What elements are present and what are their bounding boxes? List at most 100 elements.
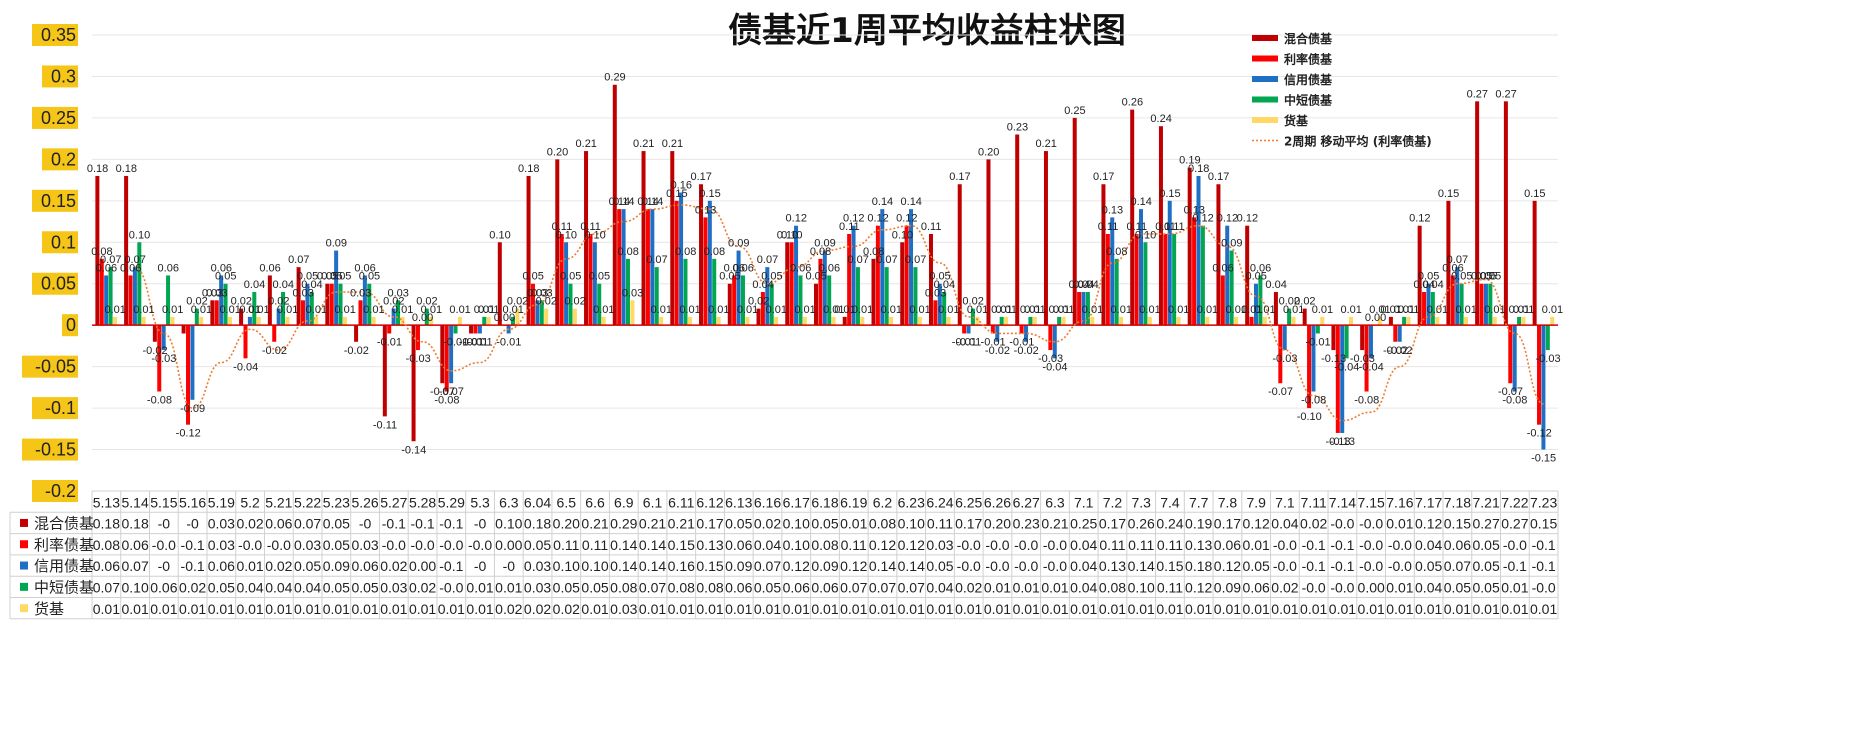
bar [1388, 316, 1393, 326]
data-label: 0.09 [728, 238, 749, 250]
data-label: -0.02 [1383, 345, 1408, 357]
data-label: 0.20 [978, 146, 999, 158]
data-label: 0.10 [1135, 229, 1156, 241]
data-label: 0.06 [354, 262, 375, 274]
bar [267, 275, 272, 326]
bar [818, 258, 823, 326]
table-cell: 0.12 [783, 558, 810, 574]
bar [871, 258, 876, 326]
data-label: 0.06 [1212, 262, 1233, 274]
table-cell: 0.09 [725, 558, 752, 574]
data-label: -0.02 [1014, 345, 1039, 357]
data-label: 0.04 [1077, 279, 1098, 291]
table-cell: 0.10 [1128, 580, 1155, 596]
bar [469, 325, 474, 334]
data-label: 0.01 [938, 304, 959, 316]
bar [482, 316, 487, 326]
x-category-label: 7.18 [1444, 494, 1471, 510]
bar [166, 275, 171, 326]
table-cell: 0.05 [811, 516, 838, 532]
data-label: 0.11 [1155, 221, 1176, 233]
bar [305, 283, 310, 326]
table-cell: 0.01 [725, 601, 752, 617]
data-label: 0.01 [1053, 304, 1074, 316]
data-label: 0.01 [1139, 304, 1160, 316]
data-label: 0.05 [761, 271, 782, 283]
data-label: 0.02 [416, 296, 437, 308]
bar [937, 283, 942, 326]
data-label: 0.08 [675, 246, 696, 258]
table-cell: 0.01 [323, 601, 350, 617]
x-category-label: 5.22 [294, 494, 321, 510]
bar [1320, 316, 1325, 326]
bar [272, 325, 277, 342]
table-cell: 0.01 [409, 601, 436, 617]
table-cell: 0.10 [898, 516, 925, 532]
data-label: 0.12 [1217, 213, 1238, 225]
table-cell: 0.18 [524, 516, 551, 532]
table-series-name: 中短债基 [34, 579, 94, 597]
table-cell: -0 [359, 516, 372, 532]
bar [884, 267, 889, 326]
y-tick-bg [32, 272, 78, 295]
data-label: 0.07 [1447, 254, 1468, 266]
bar [909, 209, 914, 326]
data-label: 0.03 [292, 287, 313, 299]
table-cell: 0.16 [668, 558, 695, 574]
data-label: 0.01 [478, 304, 499, 316]
data-label: 0.00 [494, 312, 515, 324]
table-cell: 0.01 [811, 601, 838, 617]
x-category-label: 5.27 [380, 494, 407, 510]
data-label: -0.02 [143, 345, 168, 357]
data-label: 0.06 [158, 262, 179, 274]
data-label: 0.01 [1427, 304, 1448, 316]
x-category-label: 5.26 [351, 494, 378, 510]
bar [740, 275, 745, 326]
table-cell: 0.01 [1243, 601, 1270, 617]
bar [588, 233, 593, 326]
bar [1163, 233, 1168, 326]
table-cell: -0 [158, 558, 171, 574]
bar [1426, 283, 1431, 326]
data-label: 0.05 [929, 271, 950, 283]
table-cell: -0.0 [1014, 558, 1038, 574]
table-cell: 0.01 [926, 601, 953, 617]
data-label: 0.21 [576, 138, 597, 150]
bar [674, 200, 679, 326]
table-cell: 0.04 [294, 580, 321, 596]
bar [1245, 225, 1250, 326]
table-cell: 0.01 [466, 601, 493, 617]
table-cell: 0.14 [610, 537, 637, 553]
bar [630, 300, 635, 326]
x-category-label: 6.13 [725, 494, 752, 510]
data-label: 0.06 [96, 262, 117, 274]
table-cell: 0.08 [93, 537, 120, 553]
data-label: 0.02 [564, 296, 585, 308]
data-label: 0.02 [268, 296, 289, 308]
bar [457, 316, 462, 326]
table-cell: 0.01 [1185, 601, 1212, 617]
bar [568, 283, 573, 326]
bar [1435, 316, 1440, 326]
bar [252, 292, 257, 326]
bar [597, 283, 602, 326]
x-category-label: 7.16 [1386, 494, 1413, 510]
data-label: -0.01 [459, 336, 484, 348]
data-label: 0.01 [1082, 304, 1103, 316]
data-label: 0.08 [810, 246, 831, 258]
table-cell: 0.27 [1501, 516, 1528, 532]
x-category-label: 7.3 [1131, 494, 1151, 510]
data-label: 0.25 [1064, 105, 1085, 117]
table-cell: 0.01 [1501, 601, 1528, 617]
table-cell: -0.1 [1503, 558, 1527, 574]
table-cell: 0.11 [1128, 537, 1154, 553]
table-cell: 0.01 [265, 601, 292, 617]
y-tick-label: -0.05 [35, 357, 76, 377]
table-cell: 0.08 [869, 516, 896, 532]
bar [798, 275, 803, 326]
y-tick-bg [62, 314, 78, 337]
data-label: 0.17 [1208, 171, 1229, 183]
bar [1192, 217, 1197, 326]
x-category-label: 6.04 [524, 494, 551, 510]
table-cell: -0.0 [1359, 537, 1383, 553]
